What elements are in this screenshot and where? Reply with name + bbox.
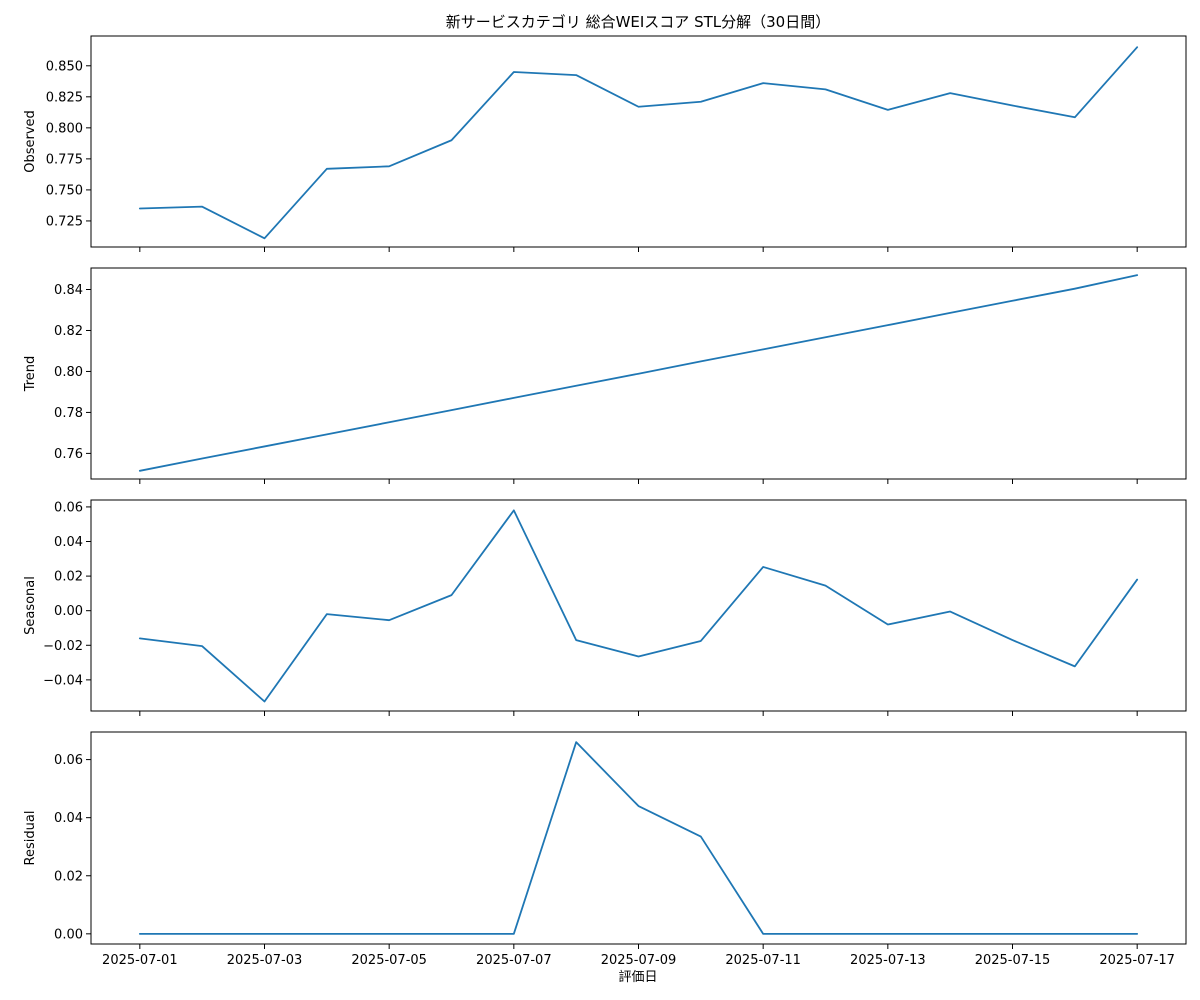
- y-tick-label: 0.06: [54, 753, 83, 768]
- y-axis-label: Residual: [23, 811, 38, 866]
- y-tick-label: 0.02: [54, 869, 83, 884]
- y-tick-label: 0.825: [46, 90, 83, 105]
- x-tick-label: 2025-07-03: [227, 953, 303, 968]
- y-tick-label: 0.78: [54, 406, 83, 421]
- y-tick-label: 0.06: [54, 500, 83, 515]
- y-axis-label: Observed: [23, 110, 38, 173]
- y-tick-label: −0.04: [43, 673, 83, 688]
- y-tick-label: 0.76: [54, 447, 83, 462]
- series-line-trend: [138, 274, 1139, 472]
- y-tick-label: 0.800: [46, 121, 83, 136]
- x-axis-label: 評価日: [618, 970, 657, 985]
- panel-trend: 0.76 0.78 0.80 0.82 0.84 Trend: [23, 267, 1187, 484]
- x-tick-label: 2025-07-07: [476, 953, 552, 968]
- axes-frame: [90, 499, 1187, 712]
- y-tick-label: 0.725: [46, 214, 83, 229]
- x-tick-label: 2025-07-05: [351, 953, 427, 968]
- y-tick-label: 0.775: [46, 152, 83, 167]
- x-tick-label: 2025-07-15: [975, 953, 1051, 968]
- y-axis-label: Seasonal: [23, 576, 38, 635]
- y-tick-label: 0.80: [54, 365, 83, 380]
- panels-container: 0.7250.7500.7750.8000.8250.850Observed0.…: [23, 35, 1187, 968]
- y-tick-label: 0.02: [54, 570, 83, 585]
- chart-title: 新サービスカテゴリ 総合WEIスコア STL分解（30日間）: [446, 13, 830, 31]
- y-tick-label: 0.84: [54, 283, 83, 298]
- series-line-seasonal: [138, 509, 1139, 703]
- x-tick-label: 2025-07-01: [102, 953, 178, 968]
- panel-residual: 0.00 0.02 0.04 0.06 2025-07-01 2025-07-03 2025…: [23, 731, 1187, 968]
- series-line-observed: [138, 46, 1139, 240]
- axes-frame: [90, 35, 1187, 248]
- panel-observed: 0.725 0.750 0.775 0.800 0.825 0.850 Observed: [23, 35, 1187, 252]
- axes-frame: [90, 731, 1187, 945]
- y-tick-label: −0.02: [43, 639, 83, 654]
- y-tick-label: 0.00: [54, 604, 83, 619]
- y-tick-label: 0.00: [54, 927, 83, 942]
- y-tick-label: 0.750: [46, 183, 83, 198]
- y-tick-label: 0.850: [46, 59, 83, 74]
- panel-seasonal: −0.04 −0.02 0.00 0.02 0.04 0.06 Seasonal: [23, 499, 1187, 716]
- x-tick-label: 2025-07-09: [601, 953, 677, 968]
- series-line-residual: [138, 741, 1139, 935]
- x-tick-label: 2025-07-17: [1099, 953, 1175, 968]
- y-tick-label: 0.04: [54, 535, 83, 550]
- y-tick-label: 0.04: [54, 811, 83, 826]
- x-tick-label: 2025-07-11: [725, 953, 801, 968]
- y-axis-label: Trend: [23, 356, 38, 393]
- x-tick-label: 2025-07-13: [850, 953, 926, 968]
- y-tick-label: 0.82: [54, 324, 83, 339]
